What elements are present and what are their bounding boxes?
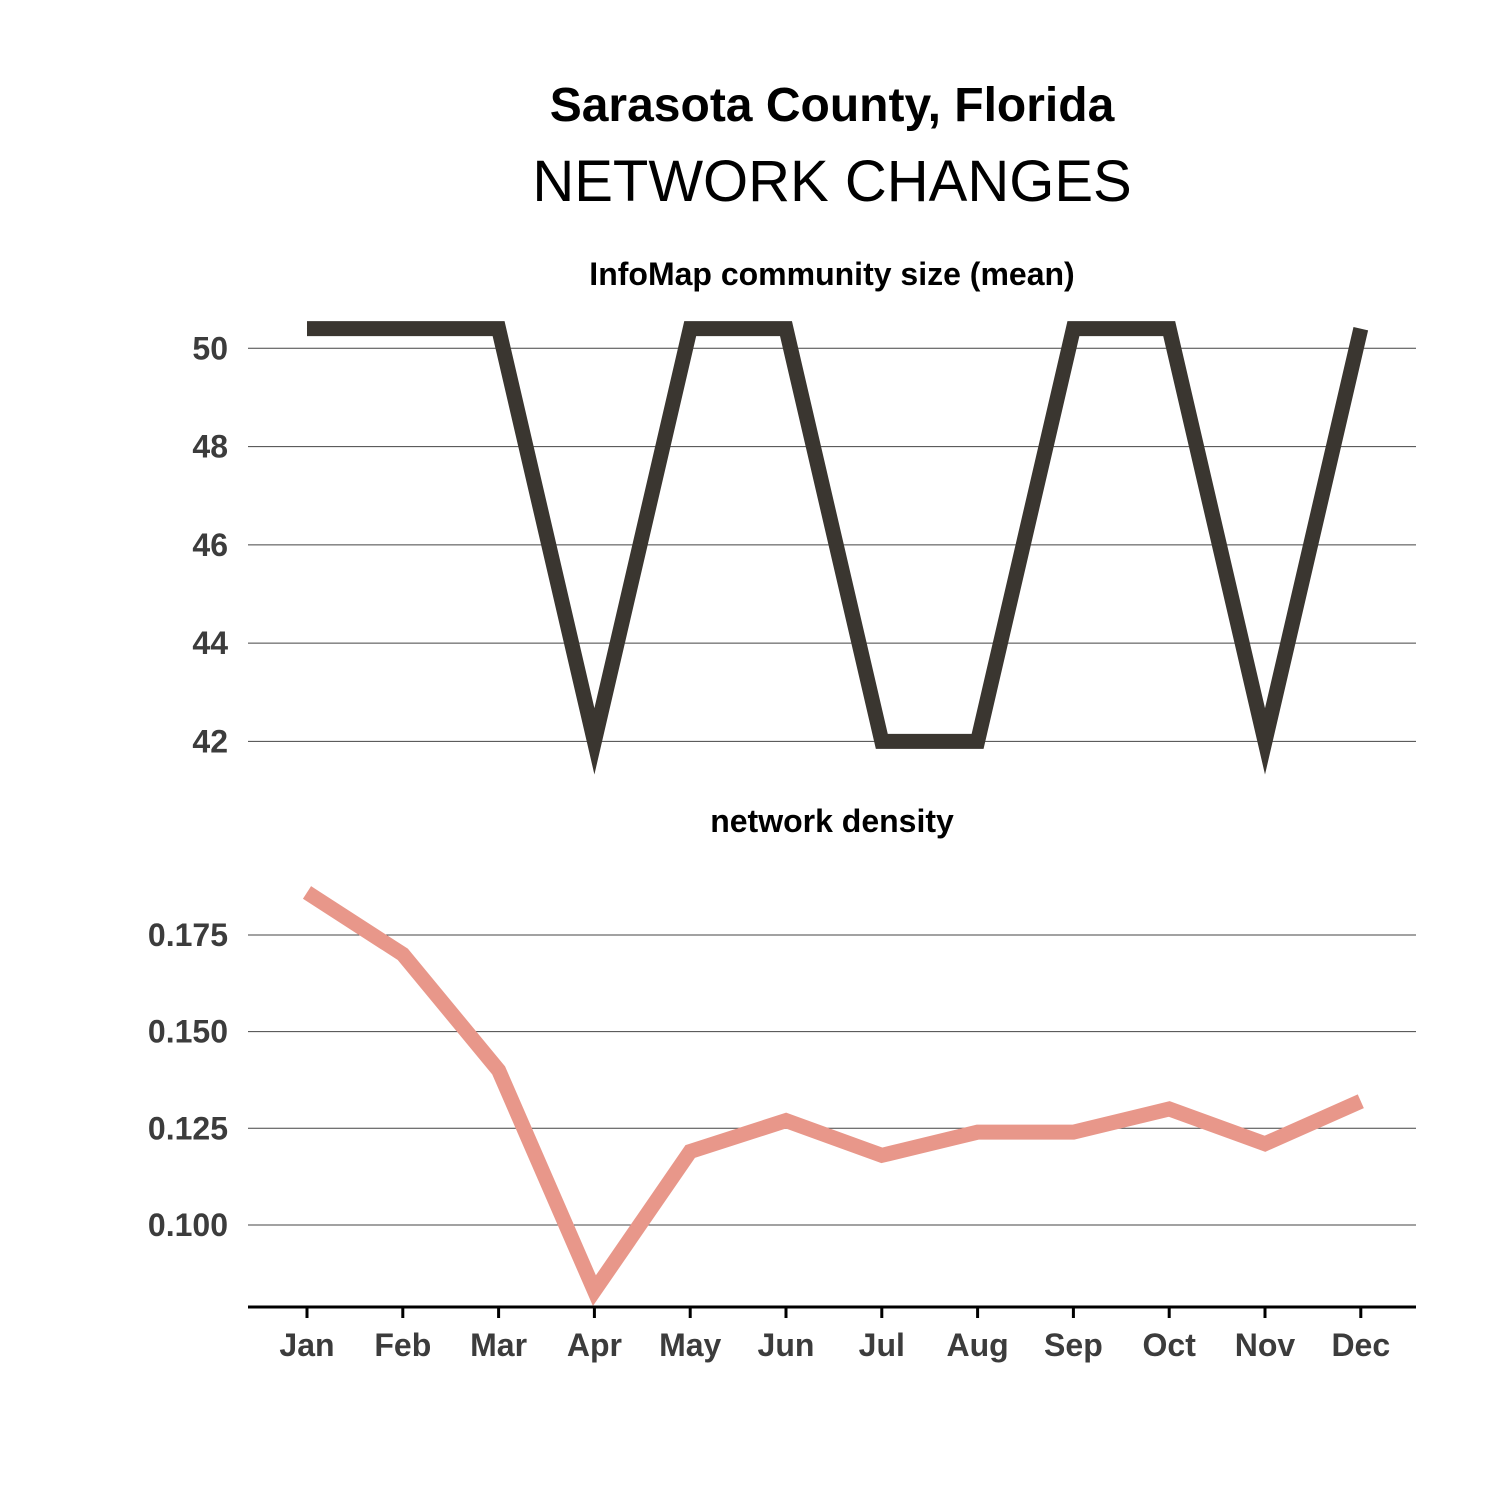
x-axis: Jan Feb Mar Apr May Jun Jul Aug Sep Oct Nov Dec [248,1305,1416,1363]
y-tick-label: 50 [192,330,228,366]
x-tick-label: Jan [279,1327,334,1363]
y-tick-label: 42 [192,723,228,759]
x-tick-label: Oct [1143,1327,1197,1363]
y-tick-label: 0.150 [148,1014,228,1050]
chart-subtitle: NETWORK CHANGES [532,149,1132,214]
x-tick-label: Jun [758,1327,815,1363]
x-tick-label: May [659,1327,721,1363]
x-tick-label: Jul [859,1327,905,1363]
x-tick-label: Sep [1044,1327,1103,1363]
x-tick-label: Mar [470,1327,527,1363]
community-size-panel: 42 44 46 48 50 [192,321,1416,775]
x-tick-label: Nov [1235,1327,1296,1363]
chart-title: Sarasota County, Florida [549,79,1115,132]
x-tick-label: Dec [1331,1327,1390,1363]
y-tick-label: 0.100 [148,1207,228,1243]
network-density-panel: 0.100 0.125 0.150 0.175 [148,886,1416,1307]
series-line [302,886,1364,1307]
x-tick-label: Aug [946,1327,1008,1363]
panel-title-community-size: InfoMap community size (mean) [589,256,1074,292]
y-tick-label: 48 [192,429,228,465]
x-tick-label: Feb [374,1327,431,1363]
y-tick-label: 0.175 [148,917,228,953]
y-tick-label: 46 [192,527,228,563]
y-tick-label: 0.125 [148,1110,228,1146]
series-line [307,321,1369,775]
y-tick-label: 44 [192,625,228,661]
x-tick-label: Apr [567,1327,622,1363]
panel-title-network-density: network density [710,803,954,839]
